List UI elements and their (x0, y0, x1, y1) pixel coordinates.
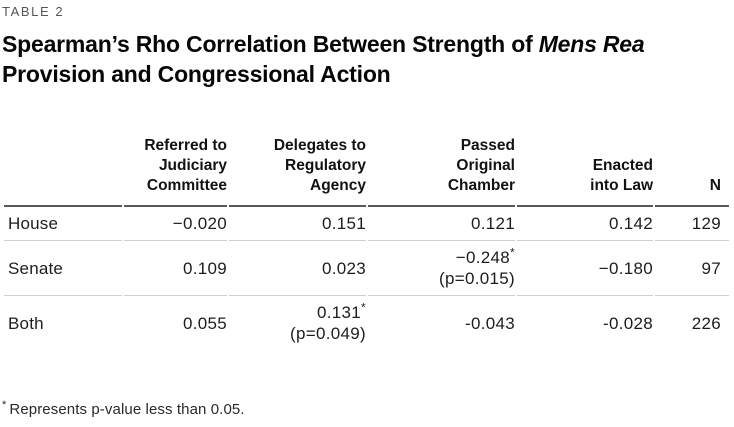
column-header-passed-chamber: Passed Original Chamber (368, 136, 515, 207)
footnote-text: Represents p-value less than 0.05. (9, 401, 245, 418)
cell-value: 0.151 (321, 214, 366, 233)
title-line-2: Provision and Congressional Action (2, 61, 391, 87)
title-line-1-text: Spearman’s Rho Correlation Between Stren… (2, 31, 539, 57)
table-body: House −0.020 0.151 0.121 0.142 129 Senat… (4, 207, 729, 350)
header-line: Chamber (447, 177, 515, 194)
cell-value: 129 (691, 214, 721, 233)
p-value: (p=0.015) (439, 269, 515, 288)
cell-both-enacted: -0.028 (517, 296, 653, 350)
cell-value: 0.121 (470, 214, 515, 233)
header-line: Agency (310, 177, 366, 194)
cell-value: -0.028 (602, 313, 653, 333)
cell-house-n: 129 (655, 207, 729, 241)
header-line: Original (456, 157, 515, 174)
header-line: N (709, 177, 721, 194)
header-line: Referred to (144, 137, 227, 154)
header-line: into Law (590, 177, 653, 194)
header-line: Regulatory (285, 157, 366, 174)
cell-senate-referred: 0.109 (124, 241, 227, 296)
footnote-asterisk: * (2, 399, 7, 411)
cell-value: 0.131 (316, 303, 362, 322)
cell-both-n: 226 (655, 296, 729, 350)
cell-house-passed: 0.121 (368, 207, 515, 241)
cell-both-referred: 0.055 (124, 296, 227, 350)
table-header: Referred to Judiciary Committee Delegate… (4, 136, 729, 207)
cell-both-delegates: 0.131* (p=0.049) (229, 296, 366, 350)
header-line: Judiciary (158, 157, 227, 174)
table-row-both: Both 0.055 0.131* (p=0.049) -0.043 -0.028… (4, 296, 729, 350)
cell-value: 97 (701, 258, 721, 278)
header-line: Passed (460, 137, 515, 154)
column-header-n: N (655, 136, 729, 207)
cell-value: −0.180 (598, 258, 653, 278)
table-number-label: TABLE 2 (2, 4, 65, 19)
row-label-senate: Senate (4, 241, 122, 296)
correlation-table: Referred to Judiciary Committee Delegate… (2, 136, 731, 350)
footnote: * Represents p-value less than 0.05. (2, 396, 245, 419)
cell-value: -0.043 (464, 313, 515, 333)
cell-senate-passed: −0.248* (p=0.015) (368, 241, 515, 296)
cell-value: 226 (691, 313, 721, 333)
cell-house-delegates: 0.151 (229, 207, 366, 241)
row-label-house: House (4, 207, 122, 241)
cell-value: −0.248 (455, 248, 511, 267)
row-label-both: Both (8, 313, 44, 333)
table-row-senate: Senate 0.109 0.023 −0.248* (p=0.015) −0.1… (4, 241, 729, 296)
header-line: Committee (146, 177, 227, 194)
cell-value: 0.142 (608, 214, 653, 233)
header-line: Enacted (592, 157, 653, 174)
title-line-1-italic: Mens Rea (538, 31, 645, 57)
cell-senate-n: 97 (655, 241, 729, 296)
cell-senate-enacted: −0.180 (517, 241, 653, 296)
header-row: Referred to Judiciary Committee Delegate… (4, 136, 729, 207)
significance-asterisk: * (361, 300, 366, 315)
header-line: Delegates to (273, 137, 366, 154)
cell-senate-delegates: 0.023 (229, 241, 366, 296)
cell-house-enacted: 0.142 (517, 207, 653, 241)
column-header-delegates-agency: Delegates to Regulatory Agency (229, 136, 366, 207)
cell-value: 0.055 (182, 313, 227, 333)
corner-cell (4, 136, 122, 207)
cell-house-referred: −0.020 (124, 207, 227, 241)
table-row-house: House −0.020 0.151 0.121 0.142 129 (4, 207, 729, 241)
column-header-enacted-law: Enacted into Law (517, 136, 653, 207)
cell-value: 0.109 (182, 258, 227, 278)
title-line-1: Spearman’s Rho Correlation Between Stren… (2, 29, 732, 59)
cell-value: 0.023 (321, 258, 366, 278)
column-header-referred-judiciary: Referred to Judiciary Committee (124, 136, 227, 207)
table-title: Spearman’s Rho Correlation Between Stren… (2, 29, 732, 89)
cell-value: −0.020 (172, 214, 227, 233)
p-value: (p=0.049) (290, 324, 366, 343)
cell-both-passed: -0.043 (368, 296, 515, 350)
significance-asterisk: * (510, 245, 515, 260)
